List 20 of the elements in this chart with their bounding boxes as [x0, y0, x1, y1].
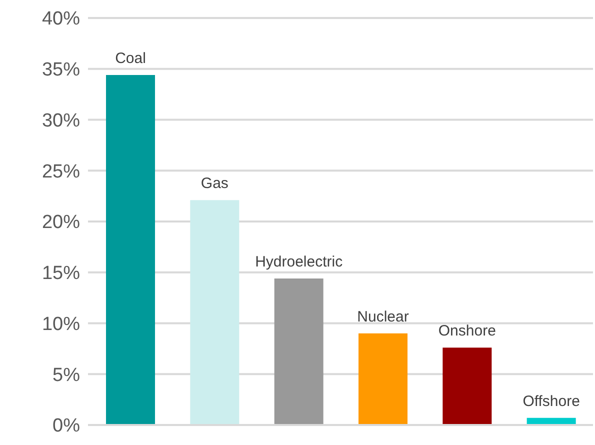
y-tick-label: 20%: [42, 212, 80, 234]
x-tick-label: Coal: [115, 50, 146, 67]
bar: [190, 200, 240, 425]
y-tick-label: 25%: [42, 161, 80, 182]
bar: [358, 333, 408, 425]
y-tick-label: 5%: [52, 364, 80, 386]
y-tick-label: 35%: [42, 60, 80, 81]
bar: [442, 348, 492, 425]
x-tick-label: Onshore: [438, 322, 496, 340]
y-tick-label: 10%: [42, 314, 80, 335]
x-tick-label: Gas: [200, 175, 228, 192]
y-tick-label: 30%: [42, 110, 80, 132]
bar: [106, 74, 155, 425]
x-tick-label: Nuclear: [357, 308, 409, 326]
y-tick-label: 40%: [42, 8, 80, 30]
y-tick-label: 15%: [42, 263, 80, 284]
y-tick-label: 0%: [52, 416, 80, 437]
x-tick-label: Offshore: [522, 392, 580, 410]
x-tick-label: Hydroelectric: [255, 253, 344, 270]
bar: [274, 278, 324, 425]
